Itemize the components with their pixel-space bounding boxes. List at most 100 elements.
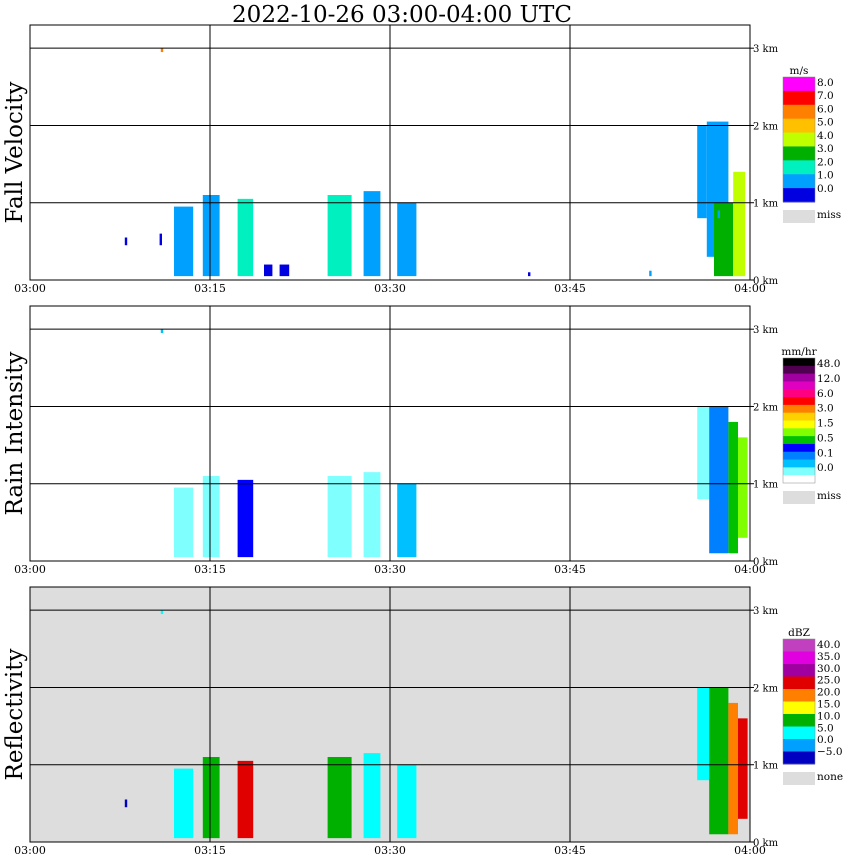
rain-intensity-xtick-2: 03:30 xyxy=(374,563,406,576)
reflectivity-colorbar-swatch-2 xyxy=(783,664,815,677)
rain-intensity-colorbar-swatch-13 xyxy=(783,459,815,468)
rain-intensity-colorbar-label-7: 0.0 xyxy=(817,462,834,474)
fall-velocity-colorbar-swatch-5 xyxy=(783,146,815,161)
rain-intensity-colorbar-label-1: 12.0 xyxy=(817,373,840,385)
fall-velocity-htick-0: 0 km xyxy=(753,276,779,287)
fall-velocity-colorbar-swatch-7 xyxy=(783,174,815,189)
rain-intensity-echo-2 xyxy=(159,514,162,527)
reflectivity-htick-1: 1 km xyxy=(753,761,779,772)
rain-intensity-missing-swatch xyxy=(783,491,815,504)
fall-velocity-echo-2 xyxy=(159,233,162,246)
reflectivity-colorbar-label-0: 40.0 xyxy=(817,639,840,651)
reflectivity-colorbar-label-4: 20.0 xyxy=(817,687,840,699)
fall-velocity-colorbar-swatch-8 xyxy=(783,188,815,203)
reflectivity-colorbar-label-2: 30.0 xyxy=(817,663,840,675)
rain-intensity-colorbar-swatch-14 xyxy=(783,467,815,476)
reflectivity-colorbar-swatch-9 xyxy=(783,751,815,765)
rain-intensity-echo-1 xyxy=(124,518,128,527)
rain-intensity-echo-6 xyxy=(327,476,352,558)
rain-intensity-echo-5 xyxy=(237,479,254,558)
reflectivity-echo-1 xyxy=(124,799,128,808)
reflectivity-xtick-2: 03:30 xyxy=(374,844,406,857)
reflectivity-frame xyxy=(29,586,751,843)
fall-velocity-echo-11 xyxy=(528,272,531,277)
fall-velocity-htick-2: 2 km xyxy=(753,121,779,132)
reflectivity-echo-4 xyxy=(237,760,254,839)
reflectivity-echo-3 xyxy=(202,757,220,839)
fall-velocity-echo-6 xyxy=(264,264,273,277)
fall-velocity-missing-label: miss xyxy=(817,209,841,221)
reflectivity-echo-5 xyxy=(327,757,352,839)
fall-velocity-colorbar-swatch-6 xyxy=(783,160,815,175)
fall-velocity-frame xyxy=(29,24,751,281)
fall-velocity-colorbar-label-5: 3.0 xyxy=(817,143,834,155)
rain-intensity-colorbar-label-5: 0.5 xyxy=(817,432,834,444)
reflectivity-colorbar-swatch-3 xyxy=(783,676,815,690)
fall-velocity-echo-9 xyxy=(363,191,381,277)
rain-intensity-echo-10 xyxy=(697,406,710,500)
reflectivity-htick-3: 3 km xyxy=(753,606,779,617)
reflectivity-echo-11 xyxy=(738,718,748,819)
rain-intensity-colorbar-swatch-5 xyxy=(783,397,815,406)
reflectivity-colorbar-swatch-7 xyxy=(783,726,815,740)
figure-title: 2022-10-26 03:00-04:00 UTC xyxy=(232,2,572,28)
rain-intensity-echo-11 xyxy=(709,406,729,554)
reflectivity-colorbar-swatch-6 xyxy=(783,714,815,727)
rain-intensity-colorbar-swatch-3 xyxy=(783,381,815,390)
fall-velocity-colorbar-label-2: 6.0 xyxy=(817,103,834,115)
fall-velocity-colorbar-unit: m/s xyxy=(790,65,809,77)
rain-intensity-colorbar-swatch-7 xyxy=(783,412,815,421)
fall-velocity-echo-8 xyxy=(327,195,352,277)
rain-intensity-echo-8 xyxy=(397,483,417,558)
fall-velocity-echo-10 xyxy=(397,202,417,277)
fall-velocity-htick-3: 3 km xyxy=(753,44,779,55)
fall-velocity-colorbar-label-1: 7.0 xyxy=(817,90,834,102)
fall-velocity-colorbar-label-3: 5.0 xyxy=(817,117,834,129)
rain-intensity-colorbar-swatch-11 xyxy=(783,443,815,453)
rain-intensity-colorbar-swatch-9 xyxy=(783,428,815,437)
reflectivity-missing-label: none xyxy=(817,771,843,783)
fall-velocity-echo-3 xyxy=(174,206,194,277)
fall-velocity-colorbar-swatch-0 xyxy=(783,77,815,92)
rain-intensity-echo-12 xyxy=(728,421,738,554)
reflectivity-colorbar-swatch-4 xyxy=(783,689,815,702)
rain-intensity-colorbar-swatch-2 xyxy=(783,373,815,382)
fall-velocity-colorbar-swatch-1 xyxy=(783,90,815,106)
rain-intensity-colorbar-swatch-6 xyxy=(783,404,815,414)
rain-intensity-echo-13 xyxy=(738,437,748,538)
fall-velocity-colorbar-swatch-4 xyxy=(783,132,815,147)
fall-velocity-colorbar-swatch-2 xyxy=(783,104,815,120)
reflectivity-colorbar-swatch-5 xyxy=(783,701,815,715)
rain-intensity-colorbar-swatch-15 xyxy=(783,475,815,484)
reflectivity-htick-2: 2 km xyxy=(753,683,779,694)
rain-intensity-colorbar-swatch-1 xyxy=(783,365,815,375)
reflectivity-echo-10 xyxy=(728,702,738,835)
fall-velocity-panel: Fall Velocity 03:00 03:15 03:30 03:45 04:000 … xyxy=(2,24,841,295)
reflectivity-missing-swatch xyxy=(783,772,815,785)
rain-intensity-htick-1: 1 km xyxy=(753,480,779,491)
rain-intensity-colorbar-label-3: 3.0 xyxy=(817,403,834,415)
rain-intensity-colorbar-label-6: 0.1 xyxy=(817,447,834,459)
reflectivity-colorbar-label-3: 25.0 xyxy=(817,675,840,687)
fall-velocity-colorbar-swatch-3 xyxy=(783,118,815,134)
rain-intensity-htick-0: 0 km xyxy=(753,557,779,568)
rain-intensity-colorbar-swatch-0 xyxy=(783,358,815,367)
fall-velocity-missing-swatch xyxy=(783,210,815,223)
rain-intensity-xtick-3: 03:45 xyxy=(554,563,586,576)
reflectivity-colorbar-label-7: 5.0 xyxy=(817,722,834,734)
fall-velocity-echo-13 xyxy=(697,125,707,219)
reflectivity-colorbar-label-6: 10.0 xyxy=(817,710,840,722)
rain-intensity-echo-0 xyxy=(160,329,164,334)
reflectivity-colorbar-unit: dBZ xyxy=(788,627,810,639)
reflectivity-colorbar-label-5: 15.0 xyxy=(817,699,840,711)
reflectivity-echo-9 xyxy=(709,687,729,835)
fall-velocity-echo-7 xyxy=(279,264,290,277)
fall-velocity-xtick-4: 04:00 xyxy=(734,282,766,295)
rain-intensity-xtick-1: 03:15 xyxy=(194,563,226,576)
fall-velocity-htick-1: 1 km xyxy=(753,199,779,210)
reflectivity-echo-6 xyxy=(363,753,381,839)
rain-intensity-xtick-4: 04:00 xyxy=(734,563,766,576)
fall-velocity-colorbar-label-0: 8.0 xyxy=(817,77,834,89)
